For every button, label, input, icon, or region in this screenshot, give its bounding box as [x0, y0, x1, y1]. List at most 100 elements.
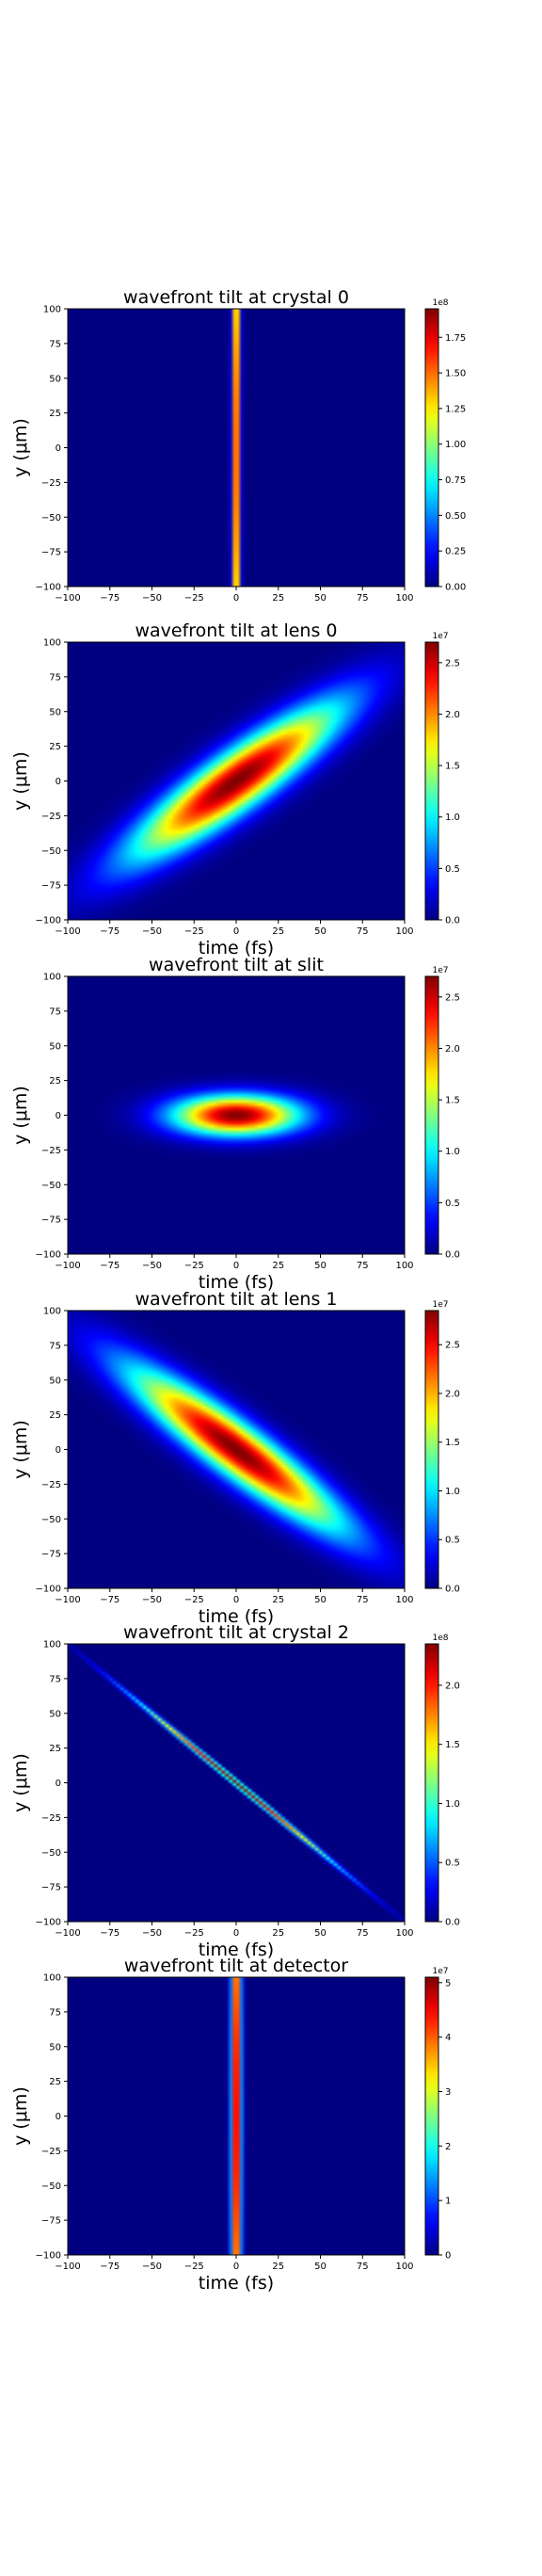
chart-title: wavefront tilt at lens 0 — [135, 620, 337, 641]
x-tick-label: 75 — [357, 1261, 369, 1271]
x-tick-label: −25 — [184, 1928, 204, 1939]
x-tick-label: 100 — [395, 593, 413, 604]
y-tick-label: −50 — [41, 513, 61, 523]
colorbar-tick-label: 0.0 — [445, 1918, 460, 1928]
colorbar-offset: 1e7 — [433, 966, 449, 975]
colorbar-tick-label: 2.0 — [445, 1681, 460, 1691]
colorbar-tick-label: 2.5 — [445, 992, 460, 1003]
x-tick-label: −50 — [142, 1928, 162, 1939]
x-tick-label: 100 — [395, 1261, 413, 1271]
x-tick-label: 0 — [233, 1595, 239, 1605]
x-tick-label: 100 — [395, 1595, 413, 1605]
y-tick-label: −100 — [36, 1585, 61, 1595]
colorbar — [425, 1977, 438, 2255]
colorbar-tick-label: 1.5 — [445, 1438, 460, 1448]
y-tick-label: −25 — [41, 1146, 61, 1156]
y-tick-label: −50 — [41, 1181, 61, 1191]
colorbar — [425, 1311, 438, 1588]
chart-title: wavefront tilt at lens 1 — [135, 1289, 337, 1310]
heatmap-image — [68, 1977, 405, 2255]
y-tick-label: −50 — [41, 1515, 61, 1525]
y-tick-label: −50 — [41, 2182, 61, 2192]
x-tick-label: 75 — [357, 1595, 369, 1605]
colorbar-tick-label: 1.50 — [445, 369, 466, 379]
heatmap-image — [68, 309, 405, 587]
y-tick-label: 75 — [49, 2007, 61, 2018]
panel-4: wavefront tilt at crystal 2 −100 −75 −50 −25… — [10, 1622, 460, 1960]
x-tick-label: 75 — [357, 2262, 369, 2272]
colorbar-tick-label: 3 — [445, 2087, 451, 2098]
y-tick-label: −100 — [36, 916, 61, 926]
x-tick-label: −50 — [142, 926, 162, 937]
colorbar-tick-label: 2 — [445, 2142, 451, 2152]
y-tick-label: −100 — [36, 2251, 61, 2262]
colorbar-tick-label: 0.00 — [445, 583, 466, 593]
colorbar-offset: 1e7 — [433, 1967, 449, 1976]
colorbar-tick-label: 1.5 — [445, 762, 460, 772]
y-tick-label: 0 — [56, 777, 61, 787]
x-tick-label: 50 — [314, 593, 327, 604]
y-tick-label: 25 — [49, 1744, 61, 1754]
y-tick-label: 75 — [49, 1674, 61, 1684]
heatmap-image — [68, 976, 405, 1254]
x-tick-label: −25 — [184, 2262, 204, 2272]
colorbar-offset: 1e7 — [433, 1300, 449, 1310]
colorbar-tick-label: 1.25 — [445, 404, 466, 414]
y-axis-label: y (μm) — [10, 1420, 31, 1479]
x-tick-label: −75 — [100, 1261, 120, 1271]
x-tick-label: 0 — [233, 926, 239, 937]
x-tick-label: 25 — [272, 2262, 284, 2272]
x-tick-label: 100 — [395, 2262, 413, 2272]
x-tick-label: −50 — [142, 2262, 162, 2272]
y-tick-label: 0 — [56, 443, 61, 454]
y-tick-label: −75 — [41, 2216, 61, 2227]
y-tick-label: 25 — [49, 742, 61, 752]
x-tick-label: −50 — [142, 1261, 162, 1271]
panel-2: wavefront tilt at slit−100 −75 −50 −25 0 25 50… — [10, 955, 460, 1293]
y-tick-label: 100 — [43, 305, 61, 315]
y-tick-label: 25 — [49, 1076, 61, 1087]
colorbar-tick-label: 2.5 — [445, 1341, 460, 1351]
y-tick-label: 0 — [56, 2112, 61, 2122]
x-tick-label: 25 — [272, 1261, 284, 1271]
heatmap-image — [68, 642, 405, 920]
y-tick-label: 50 — [49, 1709, 61, 1719]
colorbar-tick-label: 2.0 — [445, 710, 460, 720]
y-tick-label: 75 — [49, 672, 61, 683]
x-tick-label: 50 — [314, 926, 327, 937]
colorbar — [425, 309, 438, 587]
x-axis-label: time (fs) — [199, 2273, 274, 2294]
y-tick-label: 50 — [49, 2042, 61, 2053]
x-tick-label: 25 — [272, 593, 284, 604]
y-tick-label: 100 — [43, 973, 61, 983]
colorbar-tick-label: 2.0 — [445, 1044, 460, 1055]
x-tick-label: 100 — [395, 926, 413, 937]
x-tick-label: −25 — [184, 593, 204, 604]
y-tick-label: −25 — [41, 478, 61, 489]
y-tick-label: −75 — [41, 548, 61, 558]
y-tick-label: 25 — [49, 2077, 61, 2087]
colorbar-tick-label: 1.0 — [445, 1147, 460, 1157]
x-tick-label: 25 — [272, 926, 284, 937]
colorbar-tick-label: 1.0 — [445, 1799, 460, 1810]
colorbar-tick-label: 1.75 — [445, 333, 466, 344]
heatmap-image — [68, 1644, 405, 1922]
x-tick-label: 50 — [314, 1261, 327, 1271]
x-tick-label: 75 — [357, 593, 369, 604]
heatmap-image — [68, 1311, 405, 1588]
colorbar-tick-label: 1.5 — [445, 1096, 460, 1106]
y-tick-label: −75 — [41, 1883, 61, 1893]
y-tick-label: 100 — [43, 1307, 61, 1317]
colorbar-tick-label: 2.5 — [445, 658, 460, 668]
y-tick-label: 75 — [49, 339, 61, 349]
y-axis-label: y (μm) — [10, 1086, 31, 1145]
x-tick-label: −100 — [55, 1928, 80, 1939]
colorbar-tick-label: 0.5 — [445, 1199, 460, 1209]
colorbar-tick-label: 4 — [445, 2033, 451, 2043]
x-tick-label: −75 — [100, 2262, 120, 2272]
colorbar-tick-label: 0.5 — [445, 1536, 460, 1546]
x-tick-label: 50 — [314, 1928, 327, 1939]
colorbar-tick-label: 0.5 — [445, 864, 460, 875]
x-tick-label: −75 — [100, 1928, 120, 1939]
panel-3: wavefront tilt at lens 1 −100 −75 −50 −25 0 25… — [10, 1289, 460, 1627]
